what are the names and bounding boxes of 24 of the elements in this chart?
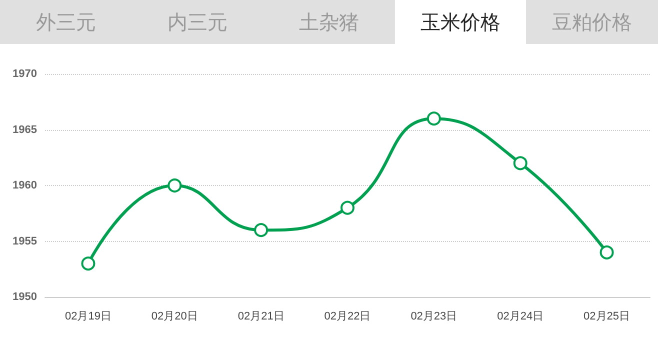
x-tick-label: 02月19日 (64, 310, 112, 322)
y-tick-label: 1955 (12, 235, 37, 248)
x-tick-label: 02月22日 (324, 310, 371, 322)
point (254, 223, 268, 238)
x-tick-label: 02月21日 (238, 310, 284, 322)
point (426, 112, 441, 126)
point (513, 156, 528, 170)
x-tick-label: 02月23日 (410, 310, 458, 322)
point (81, 256, 96, 271)
point (600, 245, 614, 260)
chart-title: 玉米价格 (394, 0, 526, 44)
y-tick-label: 1950 (12, 291, 37, 303)
x-tick-label: 02月25日 (584, 310, 630, 322)
y-tick-label: 1970 (12, 68, 37, 80)
y-tick-label: 1965 (12, 124, 37, 136)
point (168, 178, 182, 192)
y-tick-label: 1960 (12, 180, 37, 192)
x-tick-label: 02月20日 (151, 310, 198, 322)
point (340, 200, 354, 215)
text: 豆粕价格 (551, 8, 634, 36)
text: 土杂猪 (298, 8, 360, 36)
text: 内三元 (166, 8, 228, 36)
x-tick-label: 02月24日 (497, 310, 544, 322)
text: 外三元 (34, 8, 97, 36)
